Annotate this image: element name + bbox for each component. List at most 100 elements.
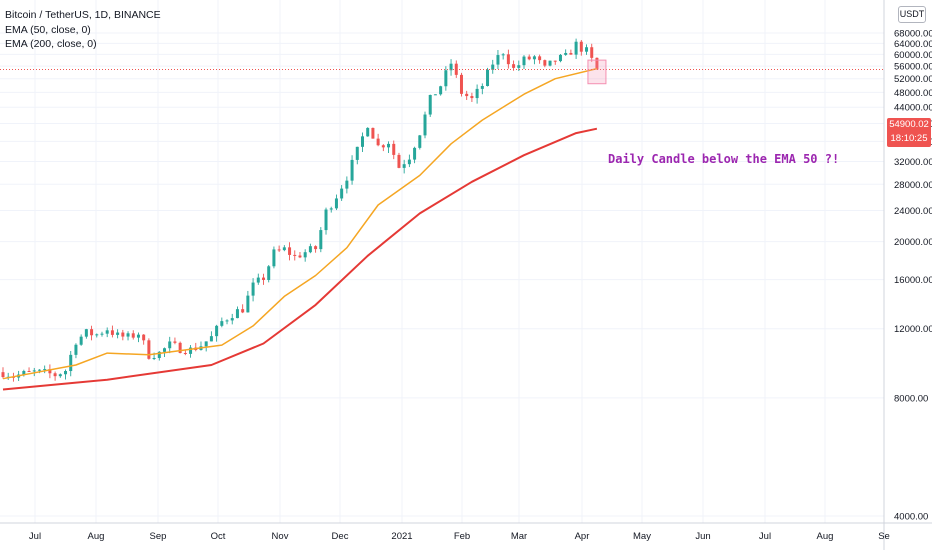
candle-body [189,347,193,354]
candle-body [183,352,187,354]
candle-body [590,47,594,58]
candle-body [334,198,338,209]
candle-body [527,56,531,60]
chart-legend: Bitcoin / TetherUS, 1D, BINANCE EMA (50,… [5,8,161,52]
candle-body [387,143,391,148]
candle-body [74,344,78,355]
candle-body [371,127,375,139]
candle-body [157,351,161,359]
ema50-legend[interactable]: EMA (50, close, 0) [5,23,91,36]
candle-body [136,334,140,338]
candle-body [84,329,88,337]
candle-body [413,147,417,160]
x-tick-label: May [633,531,651,542]
y-tick-label: 28000.00 [894,180,932,191]
candle-body [282,247,286,251]
candle-body [355,146,359,160]
candle-body [230,318,234,321]
candle-body [110,330,114,335]
candle-body [48,369,52,374]
candle-body [308,246,312,253]
candle-body [277,249,281,251]
candle-body [69,354,73,372]
y-tick-label: 8000.00 [894,393,928,404]
candle-body [397,154,401,168]
candle-body [439,86,443,95]
candle-body [173,341,177,343]
candle-body [501,54,505,56]
candle-body [340,188,344,199]
candle-body [480,86,484,89]
candle-body [209,336,213,342]
candle-body [168,341,172,349]
candle-body [595,57,599,70]
candle-body [220,321,224,326]
candle-body [262,277,265,280]
current-price-label: 54900.02 [889,119,929,130]
annotation-text: Daily Candle below the EMA 50 ?! [608,152,840,166]
candle-body [256,277,260,283]
x-tick-label: Se [878,531,890,542]
candle-body [131,333,135,338]
candle-body [543,60,547,66]
y-tick-label: 4000.00 [894,512,928,523]
y-tick-label: 44000.00 [894,103,932,114]
candle-body [100,333,104,335]
candle-body [350,159,354,181]
candle-body [272,249,276,267]
y-tick-label: 60000.00 [894,50,932,61]
candle-body [288,247,292,255]
candle-body [314,246,318,250]
candle-body [152,358,156,360]
y-tick-label: 16000.00 [894,275,932,286]
candle-body [548,60,552,66]
candle-body [43,369,47,371]
candle-body [251,282,255,296]
candle-body [418,135,422,148]
candle-body [360,136,364,147]
candle-body [53,373,57,377]
candle-body [428,94,432,115]
candle-body [449,63,453,71]
bar-countdown: 18:10:25 [890,133,928,144]
candle-body [235,309,239,319]
y-tick-label: 48000.00 [894,88,932,99]
symbol-title[interactable]: Bitcoin / TetherUS, 1D, BINANCE [5,9,161,21]
ema50-line [2,67,598,380]
candle-body [121,332,125,337]
candle-body [147,340,151,359]
y-tick-label: 20000.00 [894,237,932,248]
candle-body [58,374,62,377]
y-tick-label: 68000.00 [894,29,932,40]
y-tick-label: 24000.00 [894,206,932,217]
candle-body [267,266,271,280]
candle-body [22,371,26,375]
candle-body [79,336,83,345]
y-tick-label: 56000.00 [894,62,932,73]
candle-body [532,56,536,60]
candle-body [246,295,250,313]
candle-body [486,69,490,87]
ema200-legend[interactable]: EMA (200, close, 0) [5,38,97,50]
ema200-line [2,127,598,391]
candle-body [27,371,31,373]
candle-body [37,369,41,371]
currency-button[interactable]: USDT [898,6,926,23]
candle-body [366,127,370,137]
candle-body [558,54,562,62]
candle-body [465,93,469,97]
candle-body [553,60,557,62]
candle-body [574,41,578,55]
y-tick-label: 32000.00 [894,157,932,168]
current-price-tag: 54900.02 18:10:25 [887,118,931,147]
candle-body [407,159,411,165]
candle-body [90,329,94,336]
candle-body [381,145,385,148]
candle-body [95,334,99,336]
y-tick-label: 52000.00 [894,74,932,85]
candle-body [496,55,500,65]
x-tick-label: Aug [817,531,834,542]
candle-body [142,334,146,341]
